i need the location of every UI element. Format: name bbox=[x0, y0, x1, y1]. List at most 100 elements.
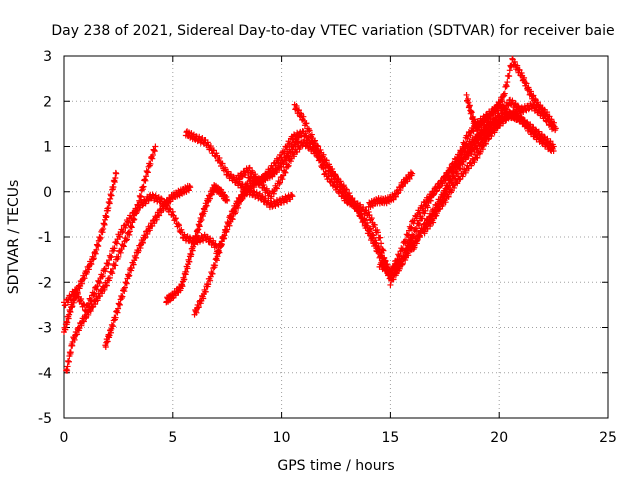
data-point bbox=[450, 170, 457, 177]
data-point bbox=[364, 224, 371, 231]
data-point bbox=[128, 264, 135, 271]
data-point bbox=[456, 176, 463, 183]
y-tick-label: -4 bbox=[38, 366, 52, 382]
data-point bbox=[88, 297, 95, 304]
data-point bbox=[110, 183, 117, 190]
data-point bbox=[471, 148, 478, 155]
data-markers bbox=[61, 55, 559, 374]
data-point bbox=[433, 212, 440, 219]
data-point bbox=[191, 241, 198, 248]
x-tick-label: 10 bbox=[273, 430, 291, 446]
data-point bbox=[81, 275, 88, 282]
data-point bbox=[87, 297, 94, 304]
data-point bbox=[90, 256, 97, 263]
data-point bbox=[172, 216, 179, 223]
data-point bbox=[81, 307, 88, 314]
data-point bbox=[221, 235, 228, 242]
data-point bbox=[186, 234, 193, 241]
data-point bbox=[535, 132, 542, 139]
data-point bbox=[499, 98, 506, 105]
x-axis-label: GPS time / hours bbox=[277, 458, 394, 474]
data-point bbox=[104, 338, 111, 345]
data-point bbox=[473, 136, 480, 143]
data-point bbox=[407, 225, 414, 232]
data-point bbox=[474, 154, 481, 161]
data-point bbox=[306, 127, 313, 134]
data-point bbox=[300, 113, 307, 120]
data-point bbox=[365, 209, 372, 216]
data-point bbox=[503, 81, 510, 88]
data-point bbox=[166, 205, 173, 212]
data-point bbox=[260, 176, 267, 183]
data-point bbox=[224, 197, 231, 204]
data-point bbox=[82, 315, 89, 322]
data-point bbox=[518, 69, 525, 76]
data-point bbox=[91, 290, 98, 297]
data-point bbox=[141, 235, 148, 242]
data-point bbox=[293, 102, 300, 109]
data-point bbox=[186, 183, 193, 190]
data-point bbox=[64, 363, 71, 370]
data-point bbox=[97, 236, 104, 243]
data-point bbox=[212, 262, 219, 269]
data-point bbox=[372, 242, 379, 249]
data-point bbox=[235, 175, 242, 182]
data-point bbox=[103, 213, 110, 220]
data-point bbox=[178, 226, 185, 233]
data-point bbox=[532, 126, 539, 133]
data-point bbox=[104, 260, 111, 267]
data-point bbox=[452, 163, 459, 170]
data-point bbox=[109, 270, 116, 277]
data-point bbox=[504, 79, 511, 86]
data-point bbox=[544, 109, 551, 116]
data-point bbox=[134, 208, 141, 215]
data-point bbox=[323, 157, 330, 164]
data-point bbox=[140, 183, 147, 190]
data-point bbox=[79, 280, 86, 287]
data-point bbox=[120, 242, 127, 249]
data-point bbox=[85, 304, 92, 311]
data-point bbox=[470, 128, 477, 135]
data-point bbox=[369, 234, 376, 241]
series-arc-6 bbox=[182, 128, 296, 211]
data-point bbox=[424, 196, 431, 203]
data-point bbox=[122, 224, 129, 231]
data-point bbox=[282, 169, 289, 176]
data-point bbox=[240, 190, 247, 197]
data-point bbox=[377, 234, 384, 241]
data-point bbox=[445, 193, 452, 200]
data-point bbox=[158, 195, 165, 202]
data-point bbox=[285, 162, 292, 169]
data-point bbox=[405, 232, 412, 239]
data-point bbox=[102, 265, 109, 272]
data-point bbox=[108, 253, 115, 260]
data-point bbox=[462, 156, 469, 163]
data-point bbox=[425, 198, 432, 205]
data-point bbox=[514, 102, 521, 109]
data-point bbox=[224, 168, 231, 175]
data-point bbox=[430, 219, 437, 226]
data-point bbox=[396, 253, 403, 260]
data-point bbox=[214, 250, 221, 257]
data-point bbox=[434, 187, 441, 194]
data-point bbox=[284, 163, 291, 170]
data-point bbox=[82, 268, 89, 275]
data-point bbox=[123, 280, 130, 287]
series-arc-3 bbox=[61, 191, 220, 315]
data-point bbox=[485, 131, 492, 138]
data-point bbox=[458, 147, 465, 154]
data-point bbox=[128, 223, 135, 230]
data-point bbox=[399, 183, 406, 190]
data-point bbox=[217, 243, 224, 250]
data-point bbox=[176, 222, 183, 229]
data-point bbox=[506, 67, 513, 74]
data-point bbox=[97, 234, 104, 241]
data-point bbox=[525, 106, 532, 113]
data-point bbox=[260, 181, 267, 188]
data-point bbox=[119, 229, 126, 236]
data-point bbox=[144, 196, 151, 203]
data-point bbox=[438, 199, 445, 206]
y-tick-label: 2 bbox=[43, 94, 52, 110]
data-point bbox=[471, 142, 478, 149]
data-point bbox=[422, 202, 429, 209]
